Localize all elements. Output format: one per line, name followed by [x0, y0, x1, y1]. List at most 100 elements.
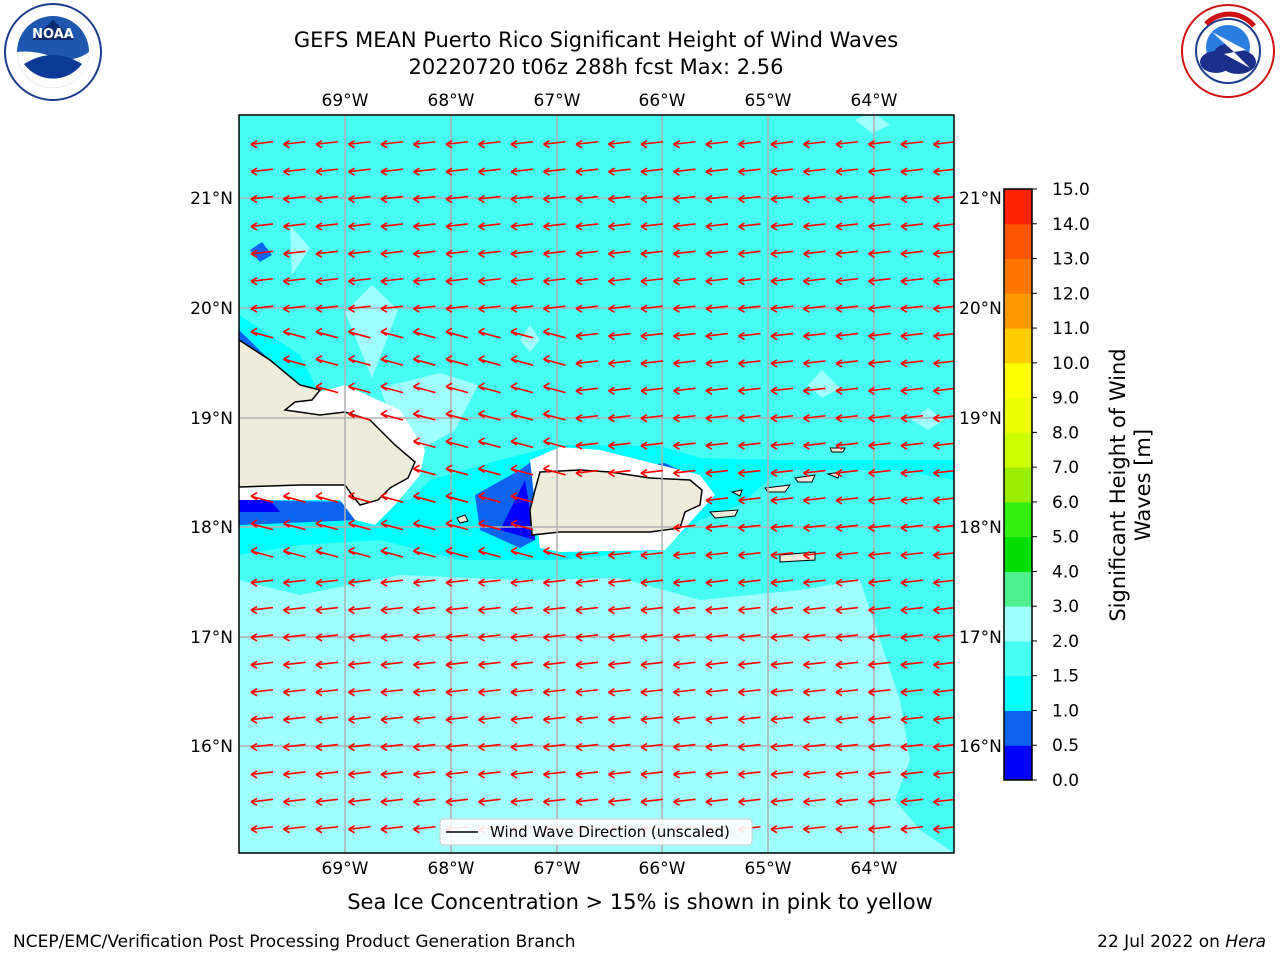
wave-direction-arrowhead	[803, 277, 810, 286]
wave-direction-arrow	[803, 688, 826, 694]
wave-direction-arrowhead	[380, 797, 388, 807]
wave-direction-arrow	[380, 771, 404, 776]
wave-direction-arrowhead	[705, 167, 713, 176]
wave-direction-arrowhead	[868, 249, 875, 259]
wave-direction-arrow	[803, 825, 826, 831]
wave-direction-arrow	[640, 551, 664, 557]
wave-direction-arrowhead	[933, 249, 940, 259]
wave-direction-arrowhead	[380, 304, 388, 313]
wave-direction-arrowhead	[445, 464, 453, 473]
wave-direction-arrowhead	[835, 167, 843, 176]
wave-direction-arrow	[705, 387, 729, 392]
wave-direction-arrowhead	[673, 797, 680, 807]
wave-direction-arrow	[803, 771, 826, 776]
wave-direction-arrowhead	[608, 222, 615, 231]
wave-direction-arrow	[380, 661, 404, 666]
wave-direction-arrowhead	[315, 327, 323, 336]
wave-direction-arrow	[250, 495, 274, 503]
wave-direction-arrow	[478, 440, 501, 449]
wave-direction-arrow	[478, 277, 501, 283]
wave-direction-arrow	[283, 223, 306, 228]
wave-direction-arrowhead	[315, 742, 323, 752]
wave-direction-arrowhead	[315, 304, 323, 313]
wave-direction-arrowhead	[283, 492, 290, 501]
colorbar-tick-label: 7.0	[1052, 458, 1079, 478]
wave-direction-arrow	[348, 331, 371, 339]
wave-direction-arrowhead	[510, 304, 518, 313]
credit-host: Hera	[1225, 932, 1266, 952]
wave-direction-arrow	[901, 854, 923, 857]
wave-direction-arrowhead	[738, 359, 745, 368]
wave-direction-arrow	[803, 168, 826, 173]
wave-direction-arrow	[900, 825, 924, 831]
wave-direction-arrow	[543, 468, 566, 476]
wave-direction-arrowhead	[510, 194, 518, 204]
colorbar-tick-label: 6.0	[1052, 493, 1079, 513]
colorbar-swatch	[1004, 432, 1032, 468]
wave-direction-arrow	[770, 716, 794, 721]
wave-direction-arrowhead	[413, 605, 420, 615]
wave-direction-arrow	[283, 798, 306, 803]
wave-direction-arrowhead	[348, 633, 355, 642]
wave-direction-arrowhead	[705, 277, 713, 286]
wave-direction-arrow	[315, 716, 339, 721]
wave-direction-arrowhead	[348, 304, 355, 313]
wave-direction-arrowhead	[705, 386, 713, 396]
wave-direction-arrow	[380, 634, 404, 639]
wave-direction-arrow	[510, 688, 534, 694]
wave-direction-arrow	[673, 305, 696, 310]
wave-direction-arrowhead	[250, 825, 258, 834]
wave-direction-arrowhead	[868, 441, 875, 450]
wave-direction-arrow	[803, 743, 826, 748]
wave-direction-arrow	[900, 524, 924, 529]
wave-direction-arrowhead	[413, 825, 420, 834]
wave-direction-arrowhead	[608, 633, 615, 642]
wave-direction-arrow	[933, 716, 954, 721]
wave-direction-arrowhead	[868, 386, 875, 396]
wave-direction-arrowhead	[283, 742, 290, 752]
wave-direction-arrowhead	[575, 660, 583, 670]
wave-direction-arrowhead	[315, 492, 323, 501]
wave-direction-arrowhead	[445, 167, 453, 176]
wave-direction-arrow	[868, 688, 891, 694]
wave-direction-arrow	[608, 140, 631, 146]
wave-direction-arrowhead	[445, 409, 453, 419]
wave-direction-arrow	[835, 195, 859, 200]
wave-direction-arrow	[868, 305, 891, 310]
wave-direction-arrow	[640, 579, 664, 584]
wave-direction-arrow	[510, 277, 534, 283]
wave-direction-arrow	[380, 743, 404, 748]
wave-direction-arrow	[283, 825, 306, 831]
wave-direction-arrow	[445, 550, 469, 558]
wave-direction-arrow	[803, 332, 826, 337]
wave-direction-arrowhead	[380, 277, 388, 286]
wave-direction-arrowhead	[835, 222, 843, 231]
wave-direction-arrow	[510, 223, 534, 228]
wave-direction-arrowhead	[900, 496, 908, 505]
wave-direction-arrow	[705, 250, 729, 255]
wave-direction-arrow	[738, 771, 761, 776]
wave-direction-arrowhead	[483, 852, 485, 853]
wave-direction-arrowhead	[770, 414, 778, 423]
wave-direction-arrow	[738, 579, 761, 584]
wave-direction-arrowhead	[900, 578, 908, 587]
wave-direction-arrow	[673, 551, 696, 557]
wave-direction-arrow	[445, 140, 469, 146]
wave-direction-arrow	[510, 440, 534, 449]
wave-direction-arrow	[836, 854, 858, 857]
wave-direction-arrowhead	[380, 492, 388, 501]
wave-direction-arrow	[608, 442, 631, 447]
wave-direction-arrowhead	[640, 660, 648, 670]
wave-direction-arrow	[575, 195, 599, 200]
wave-direction-arrow	[933, 195, 954, 200]
noaa-logo-text: NOAA	[32, 27, 74, 42]
wave-direction-arrow	[315, 798, 339, 803]
wave-direction-arrow	[900, 195, 924, 200]
wave-direction-arrowhead	[705, 414, 713, 423]
wave-direction-arrowhead	[673, 770, 680, 779]
wave-direction-arrowhead	[478, 688, 485, 697]
wave-direction-arrowhead	[380, 825, 388, 834]
wave-direction-arrow	[705, 305, 729, 310]
colorbar-tick-label: 10.0	[1052, 354, 1090, 374]
wave-direction-arrowhead	[250, 327, 258, 336]
